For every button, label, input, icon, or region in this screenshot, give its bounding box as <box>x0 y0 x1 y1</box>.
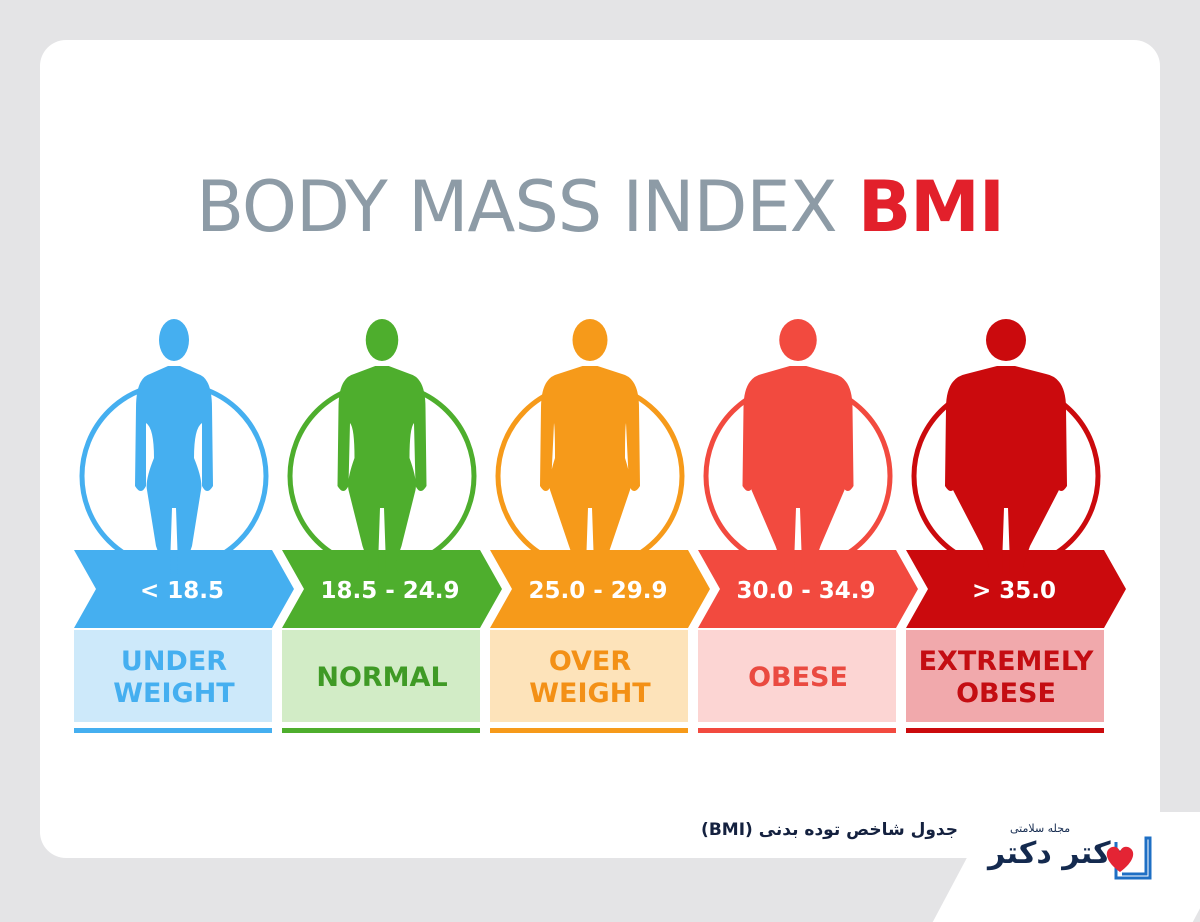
image-caption: جدول شاخص توده بدنی (BMI) <box>701 820 958 840</box>
range-banner <box>906 550 1126 628</box>
head-silhouette <box>572 319 608 361</box>
category-label-box <box>698 630 896 722</box>
head-silhouette <box>365 319 399 361</box>
page-title: BODY MASS INDEX BMI <box>0 162 1200 252</box>
category-underline <box>282 728 480 733</box>
body-silhouette <box>337 366 427 574</box>
range-banner <box>282 550 502 628</box>
category-underline <box>698 728 896 733</box>
bmi-category: 30.0 - 34.9 OBESE <box>698 319 918 733</box>
category-label: WEIGHT <box>113 678 235 709</box>
category-label-box <box>282 630 480 722</box>
bmi-range-label: 30.0 - 34.9 <box>736 578 875 604</box>
body-silhouette <box>135 366 213 574</box>
bmi-category: 18.5 - 24.9 NORMAL <box>282 319 502 733</box>
category-label: OBESE <box>956 678 1056 709</box>
body-silhouette <box>742 366 854 574</box>
category-underline <box>74 728 272 733</box>
title-light: BODY MASS INDEX <box>196 166 837 248</box>
category-underline <box>906 728 1104 733</box>
category-label-box <box>490 630 688 722</box>
bmi-range-label: < 18.5 <box>140 578 224 604</box>
category-label: OBESE <box>748 662 848 693</box>
category-underline <box>490 728 688 733</box>
bmi-range-label: 18.5 - 24.9 <box>320 578 459 604</box>
body-silhouette <box>945 366 1067 574</box>
head-silhouette <box>986 319 1026 361</box>
heart-book-icon <box>1106 836 1152 880</box>
brand-subtitle: مجله سلامتی <box>1010 822 1071 835</box>
bmi-range-label: > 35.0 <box>972 578 1056 604</box>
category-label: WEIGHT <box>529 678 651 709</box>
category-label: EXTREMELY <box>919 646 1094 677</box>
category-label: OVER <box>549 646 632 677</box>
brand-name: دکتر دکتر <box>988 836 1127 871</box>
category-label: NORMAL <box>316 662 447 693</box>
body-silhouette <box>540 366 640 574</box>
bmi-range-label: 25.0 - 29.9 <box>528 578 667 604</box>
range-banner <box>74 550 294 628</box>
head-silhouette <box>779 319 817 361</box>
title-strong: BMI <box>857 166 1005 248</box>
category-label: UNDER <box>121 646 227 677</box>
brand-logo: مجله سلامتی دکتر دکتر <box>988 822 1160 884</box>
range-banner <box>698 550 918 628</box>
range-banner <box>490 550 710 628</box>
head-silhouette <box>159 319 189 361</box>
category-label-box <box>906 630 1104 722</box>
category-label-box <box>74 630 272 722</box>
